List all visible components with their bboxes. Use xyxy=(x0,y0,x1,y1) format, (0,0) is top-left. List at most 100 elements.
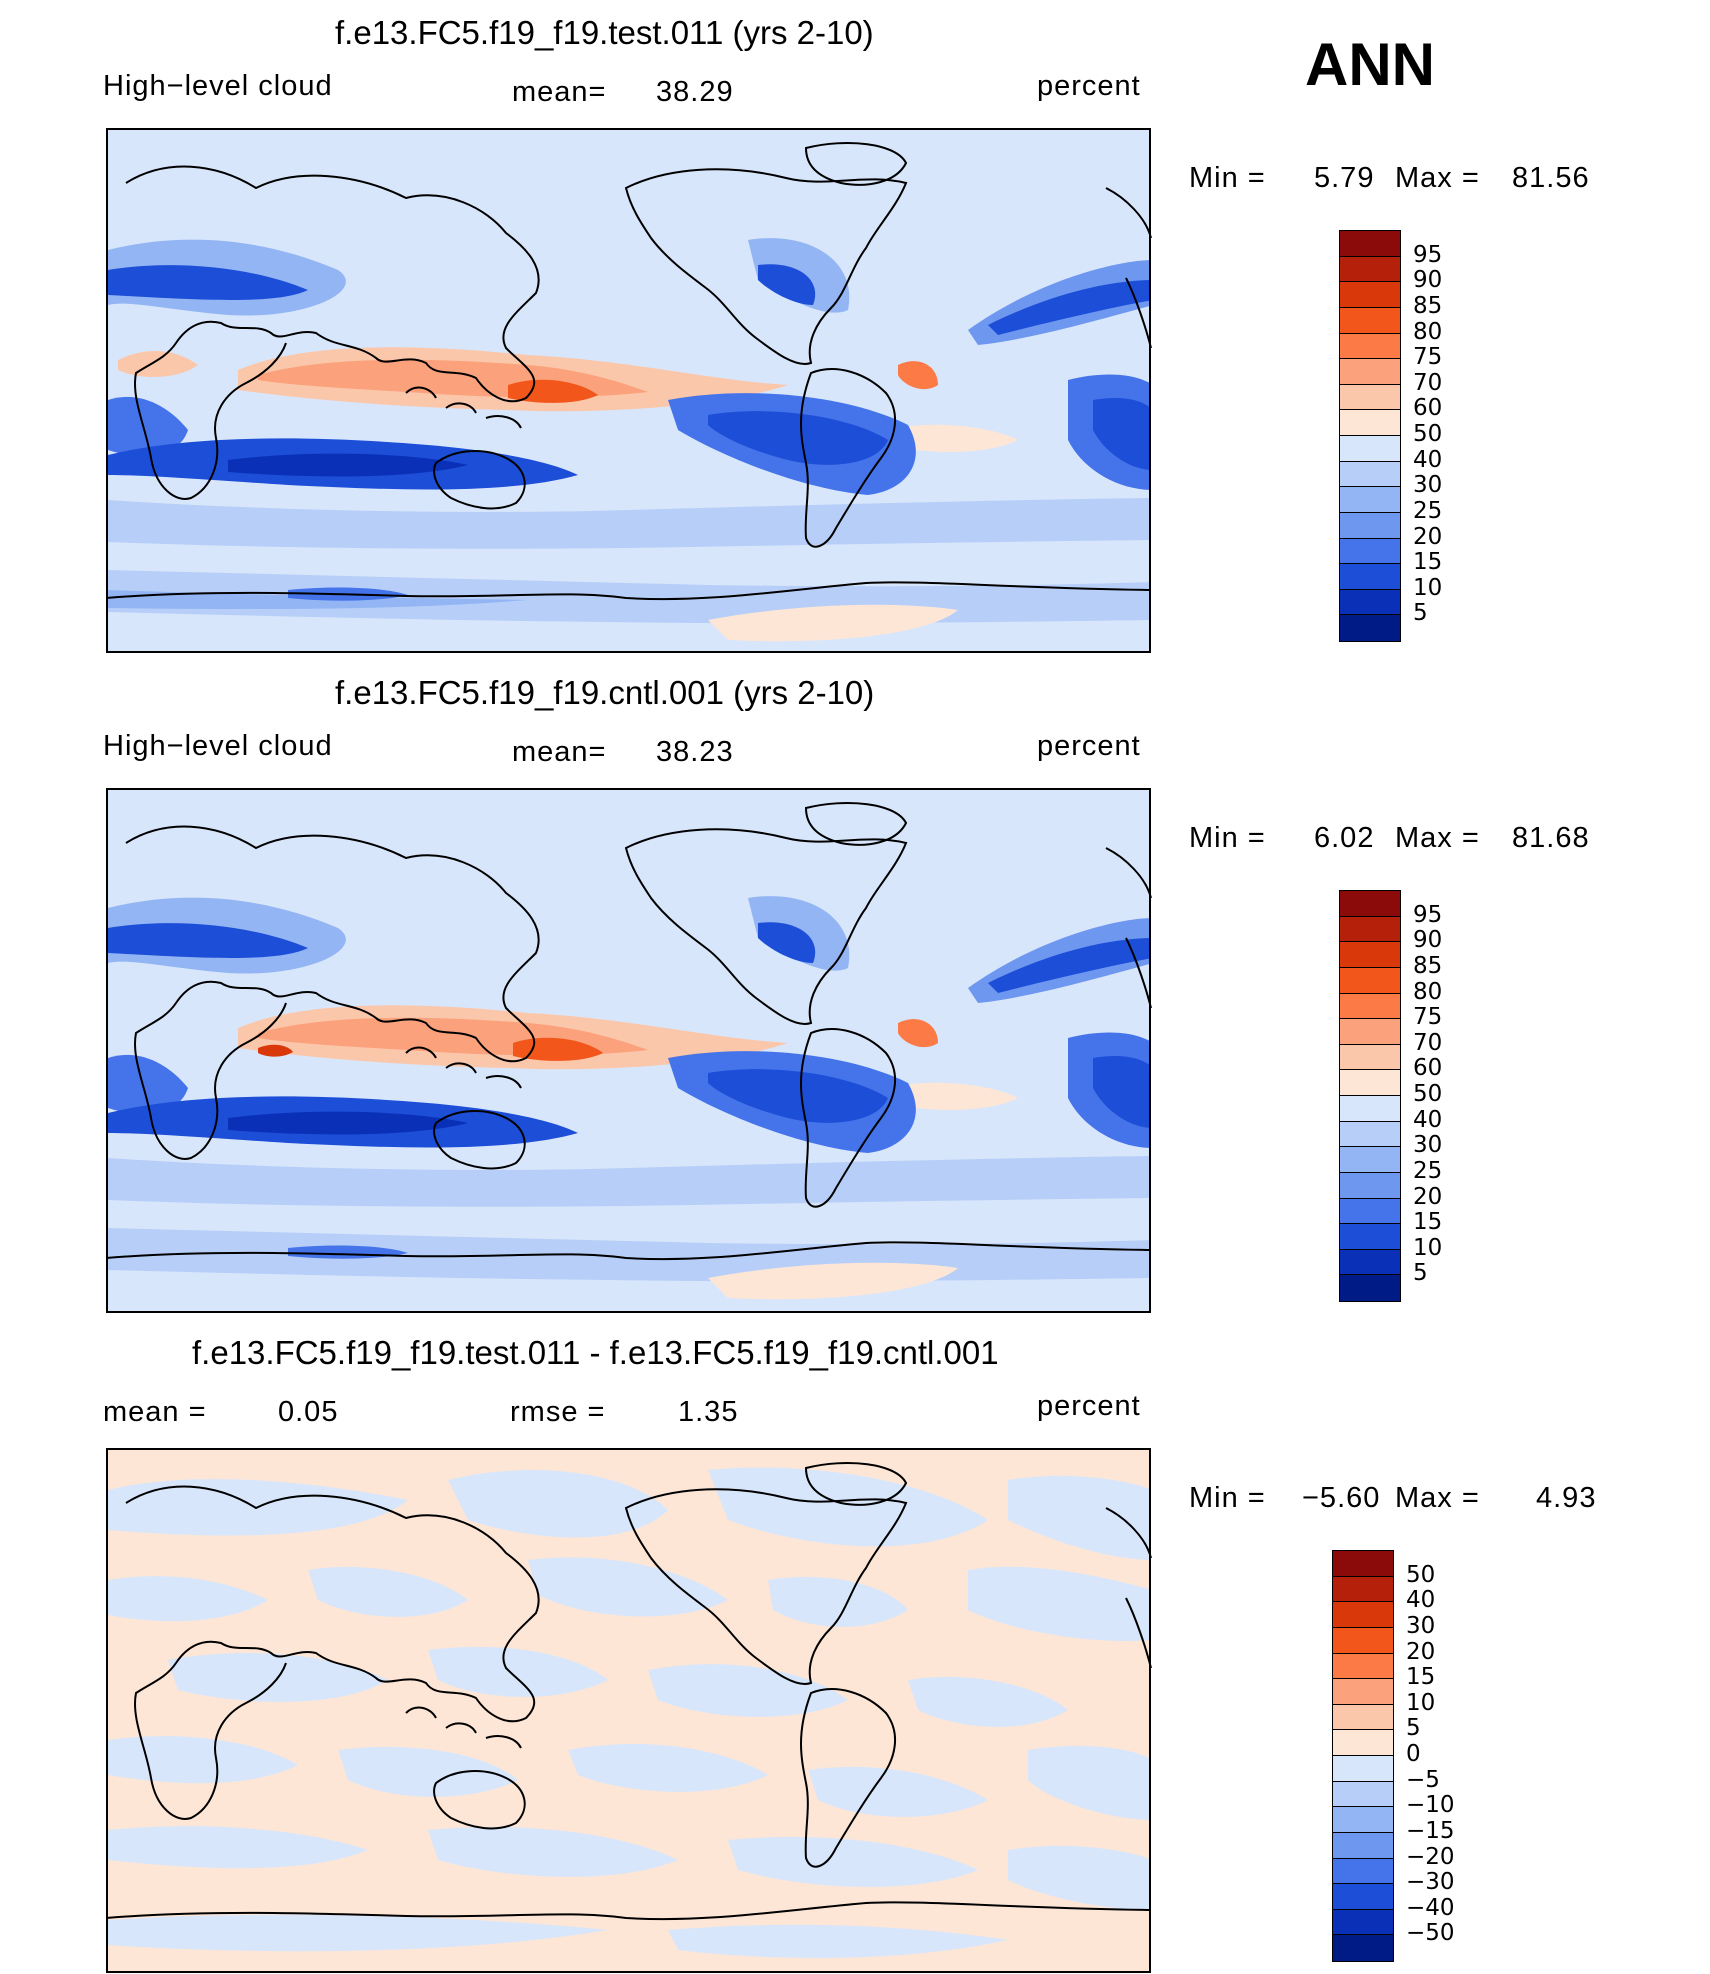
panel1-units: percent xyxy=(1037,70,1141,102)
colorbar-tick-label: 50 xyxy=(1406,1561,1436,1588)
colorbar-tick-label: −10 xyxy=(1406,1792,1455,1819)
colorbar-tick-label: 95 xyxy=(1413,241,1443,268)
colorbar-tick-label: 75 xyxy=(1413,344,1443,371)
panel3-mean-value: 0.05 xyxy=(278,1396,339,1428)
colorbar-tick-label: −5 xyxy=(1406,1766,1440,1793)
colorbar-tick-label: 90 xyxy=(1413,927,1443,954)
colorbar-swatch xyxy=(1340,891,1400,917)
colorbar-tick-label: 30 xyxy=(1406,1612,1436,1639)
colorbar-swatch xyxy=(1340,1172,1400,1199)
colorbar-tick-label: 5 xyxy=(1413,600,1428,627)
panel3-rmse-value: 1.35 xyxy=(678,1396,739,1428)
panel3-title: f.e13.FC5.f19_f19.test.011 - f.e13.FC5.f… xyxy=(192,1334,999,1371)
panel3-map xyxy=(106,1448,1151,1973)
colorbar-tick-label: −50 xyxy=(1406,1920,1455,1947)
panel1-mean-value: 38.29 xyxy=(656,76,734,108)
panel3-mean-label: mean = xyxy=(103,1396,207,1428)
colorbar-swatch xyxy=(1340,359,1400,385)
colorbar-swatch xyxy=(1340,256,1400,283)
colorbar-tick-label: 10 xyxy=(1413,574,1443,601)
panel3-contour-field xyxy=(108,1450,1149,1971)
colorbar-tick-label: 90 xyxy=(1413,267,1443,294)
colorbar-tick-label: 50 xyxy=(1413,421,1443,447)
colorbar-tick-label: 20 xyxy=(1406,1638,1436,1665)
colorbar-swatch xyxy=(1333,1576,1393,1603)
panel1-max-value: 81.56 xyxy=(1512,162,1590,194)
colorbar-swatch xyxy=(1340,410,1400,436)
colorbar-swatch xyxy=(1340,993,1400,1020)
panel3-min-value: −5.60 xyxy=(1302,1482,1381,1514)
colorbar-tick-label: 95 xyxy=(1413,901,1443,928)
colorbar-tick-label: −15 xyxy=(1406,1817,1455,1844)
panel1-title: f.e13.FC5.f19_f19.test.011 (yrs 2-10) xyxy=(335,14,874,51)
colorbar-swatch xyxy=(1340,231,1400,257)
colorbar-swatch xyxy=(1340,333,1400,360)
colorbar-swatch xyxy=(1340,1198,1400,1225)
colorbar-swatch xyxy=(1333,1884,1393,1910)
colorbar-tick-label: 85 xyxy=(1413,292,1443,319)
colorbar-swatch xyxy=(1340,384,1400,411)
colorbar-swatch xyxy=(1340,1249,1400,1276)
colorbar-swatch xyxy=(1333,1858,1393,1885)
colorbar-tick-label: 15 xyxy=(1413,1209,1443,1236)
colorbar-tick-label: 25 xyxy=(1413,1157,1443,1184)
panel2-mean-value: 38.23 xyxy=(656,736,734,768)
colorbar-tick-label: 40 xyxy=(1413,1106,1443,1133)
colorbar-swatch xyxy=(1340,461,1400,488)
colorbar-tick-label: 85 xyxy=(1413,952,1443,979)
colorbar-swatch xyxy=(1340,1147,1400,1173)
panel1-contour-field xyxy=(108,130,1149,651)
panel3-rmse-label: rmse = xyxy=(510,1396,606,1428)
colorbar-swatch xyxy=(1340,1044,1400,1071)
colorbar-swatch xyxy=(1333,1653,1393,1680)
panel1-colorbar xyxy=(1339,230,1401,642)
panel3-min-label: Min = xyxy=(1189,1482,1266,1514)
colorbar-swatch xyxy=(1333,1832,1393,1859)
panel2-variable-label: High−level cloud xyxy=(103,730,333,762)
colorbar-tick-label: 20 xyxy=(1413,523,1443,550)
colorbar-swatch xyxy=(1340,615,1400,641)
panel1-map xyxy=(106,128,1151,653)
colorbar-tick-label: 60 xyxy=(1413,395,1443,422)
colorbar-swatch xyxy=(1340,1096,1400,1122)
colorbar-tick-label: 0 xyxy=(1406,1741,1421,1767)
colorbar-swatch xyxy=(1333,1551,1393,1577)
colorbar-tick-label: 40 xyxy=(1413,446,1443,473)
panel3-max-value: 4.93 xyxy=(1536,1482,1597,1514)
colorbar-tick-label: 25 xyxy=(1413,497,1443,524)
panel2-title: f.e13.FC5.f19_f19.cntl.001 (yrs 2-10) xyxy=(335,674,875,711)
colorbar-swatch xyxy=(1333,1602,1393,1628)
colorbar-tick-label: 20 xyxy=(1413,1183,1443,1210)
colorbar-tick-label: 40 xyxy=(1406,1587,1436,1614)
colorbar-swatch xyxy=(1333,1679,1393,1705)
panel2-map xyxy=(106,788,1151,1313)
colorbar-swatch xyxy=(1340,967,1400,994)
colorbar-swatch xyxy=(1340,436,1400,462)
colorbar-tick-label: 15 xyxy=(1413,549,1443,576)
panel3-colorbar xyxy=(1332,1550,1394,1962)
colorbar-swatch xyxy=(1340,564,1400,590)
colorbar-swatch xyxy=(1340,307,1400,334)
colorbar-tick-label: 5 xyxy=(1413,1260,1428,1287)
panel1-min-label: Min = xyxy=(1189,162,1266,194)
panel3-units: percent xyxy=(1037,1390,1141,1422)
colorbar-swatch xyxy=(1333,1935,1393,1961)
colorbar-tick-label: 10 xyxy=(1413,1234,1443,1261)
colorbar-tick-label: 80 xyxy=(1413,318,1443,345)
colorbar-tick-label: −40 xyxy=(1406,1894,1455,1921)
colorbar-tick-label: 60 xyxy=(1413,1055,1443,1082)
colorbar-tick-label: 30 xyxy=(1413,472,1443,499)
panel3-max-label: Max = xyxy=(1395,1482,1480,1514)
panel2-min-value: 6.02 xyxy=(1314,822,1375,854)
colorbar-swatch xyxy=(1340,942,1400,968)
colorbar-swatch xyxy=(1333,1627,1393,1654)
colorbar-tick-label: 80 xyxy=(1413,978,1443,1005)
colorbar-tick-label: 30 xyxy=(1413,1132,1443,1159)
colorbar-tick-label: 75 xyxy=(1413,1004,1443,1031)
colorbar-swatch xyxy=(1340,512,1400,539)
colorbar-tick-label: 70 xyxy=(1413,369,1443,396)
colorbar-swatch xyxy=(1340,487,1400,513)
colorbar-swatch xyxy=(1340,282,1400,308)
colorbar-swatch xyxy=(1340,589,1400,616)
season-label: ANN xyxy=(1305,31,1435,98)
